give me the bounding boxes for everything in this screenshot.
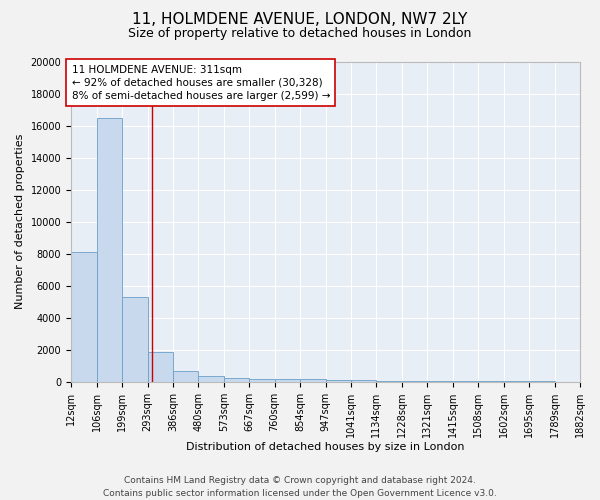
Bar: [199, 376, 224, 382]
Text: 11, HOLMDENE AVENUE, LONDON, NW7 2LY: 11, HOLMDENE AVENUE, LONDON, NW7 2LY: [133, 12, 467, 28]
Bar: [275, 379, 300, 382]
Bar: [173, 370, 199, 382]
Text: Contains HM Land Registry data © Crown copyright and database right 2024.
Contai: Contains HM Land Registry data © Crown c…: [103, 476, 497, 498]
Bar: [326, 380, 351, 382]
Text: 11 HOLMDENE AVENUE: 311sqm
← 92% of detached houses are smaller (30,328)
8% of s: 11 HOLMDENE AVENUE: 311sqm ← 92% of deta…: [71, 64, 330, 101]
Bar: [148, 352, 173, 382]
Text: Size of property relative to detached houses in London: Size of property relative to detached ho…: [128, 28, 472, 40]
Y-axis label: Number of detached properties: Number of detached properties: [15, 134, 25, 310]
Bar: [71, 252, 97, 382]
Bar: [351, 380, 376, 382]
Bar: [97, 118, 122, 382]
X-axis label: Distribution of detached houses by size in London: Distribution of detached houses by size …: [186, 442, 465, 452]
Bar: [402, 381, 427, 382]
Bar: [376, 381, 402, 382]
Bar: [300, 380, 326, 382]
Bar: [122, 297, 148, 382]
Bar: [250, 378, 275, 382]
Bar: [224, 378, 250, 382]
Bar: [427, 381, 453, 382]
